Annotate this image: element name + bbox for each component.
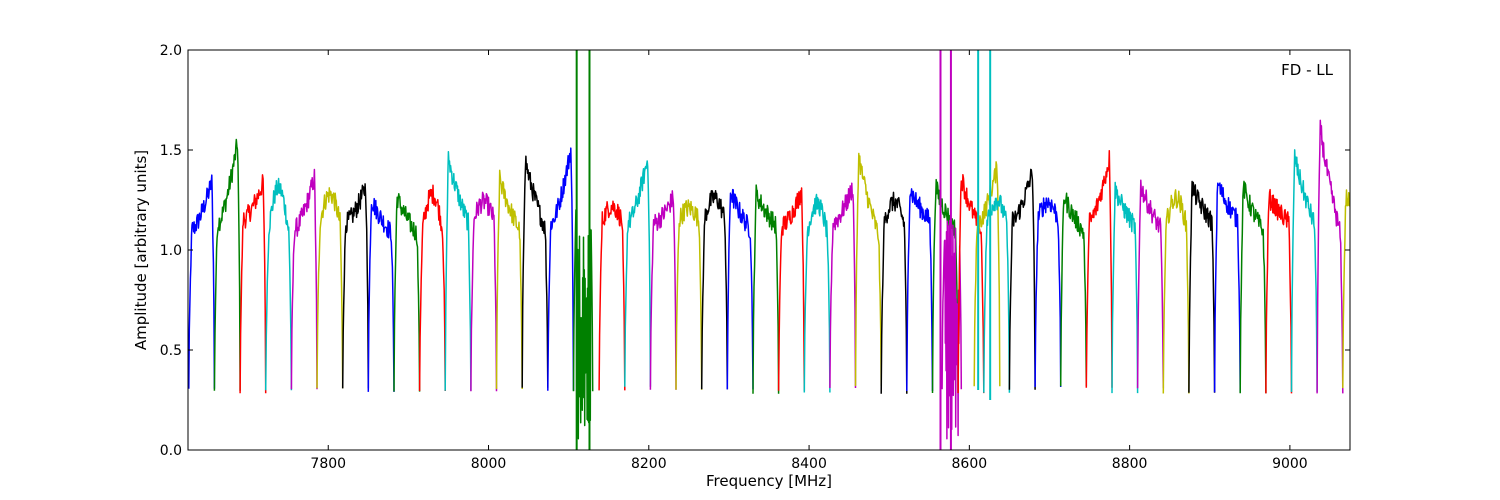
y-tick-label: 0.0 <box>160 443 182 459</box>
x-tick-label: 7800 <box>310 456 346 472</box>
channel-line-15 <box>547 147 575 391</box>
channel-line-37 <box>1059 192 1088 387</box>
channel-line-3 <box>239 174 267 394</box>
channel-line-1 <box>188 174 216 389</box>
channel-line-10 <box>418 184 446 392</box>
channel-line-45 <box>1265 188 1293 394</box>
y-axis-label: Amplitude [arbitrary units] <box>132 150 150 350</box>
plot-area <box>188 50 1350 450</box>
channel-line-48 <box>1342 189 1350 389</box>
y-tick-label: 1.5 <box>160 143 182 159</box>
channel-line-22 <box>726 188 754 390</box>
channel-line-43 <box>1213 182 1241 393</box>
channel-line-44 <box>1239 180 1267 394</box>
channel-line-30 <box>931 178 959 394</box>
channel-line-17 <box>598 200 626 391</box>
chart-annotation: FD - LL <box>1281 61 1333 79</box>
channel-line-46 <box>1290 149 1318 393</box>
series-layer <box>188 50 1350 450</box>
channel-line-41 <box>1162 189 1190 394</box>
channel-line-28 <box>880 191 908 394</box>
channel-line-42 <box>1188 180 1216 393</box>
channel-line-26 <box>829 182 857 389</box>
channel-line-5 <box>290 168 318 390</box>
channel-line-18 <box>624 160 652 387</box>
channel-line-19 <box>649 190 677 390</box>
channel-line-24 <box>777 187 806 391</box>
x-tick-label: 8800 <box>1112 456 1148 472</box>
channel-line-35 <box>1008 168 1036 390</box>
channel-line-29 <box>906 188 934 392</box>
x-axis-label: Frequency [MHz] <box>706 472 832 490</box>
channel-line-20 <box>675 199 703 390</box>
x-axis-ticks: 7800 8000 8200 8400 8600 8800 9000 <box>310 50 1308 472</box>
channel-line-21 <box>700 189 729 390</box>
channel-line-27 <box>854 152 882 387</box>
channel-line-25 <box>803 193 831 393</box>
x-tick-label: 8600 <box>952 456 988 472</box>
channel-line-6 <box>316 187 344 389</box>
y-axis-ticks: 0.0 0.5 1.0 1.5 2.0 <box>160 43 1350 459</box>
y-tick-label: 2.0 <box>160 43 182 59</box>
y-tick-label: 1.0 <box>160 243 182 259</box>
x-tick-label: 8200 <box>631 456 667 472</box>
y-tick-label: 0.5 <box>160 343 182 359</box>
channel-line-23 <box>752 184 780 394</box>
channel-line-38 <box>1085 149 1113 388</box>
channel-line-13 <box>495 169 523 390</box>
channel-line-34 <box>983 194 1011 393</box>
channel-line-39 <box>1111 181 1139 394</box>
channel-line-2 <box>213 138 241 391</box>
channel-line-9 <box>393 192 421 392</box>
channel-line-8 <box>367 197 395 392</box>
channel-line-12 <box>470 191 498 392</box>
channel-line-47 <box>1316 119 1344 394</box>
x-tick-label: 8400 <box>791 456 827 472</box>
channel-line-36 <box>1034 197 1062 388</box>
channel-line-7 <box>341 183 370 389</box>
channel-line-4 <box>264 177 293 391</box>
x-tick-label: 8000 <box>471 456 507 472</box>
channel-line-40 <box>1136 179 1165 389</box>
x-tick-label: 9000 <box>1272 456 1308 472</box>
channel-line-11 <box>444 151 472 391</box>
channel-line-14 <box>521 155 549 388</box>
